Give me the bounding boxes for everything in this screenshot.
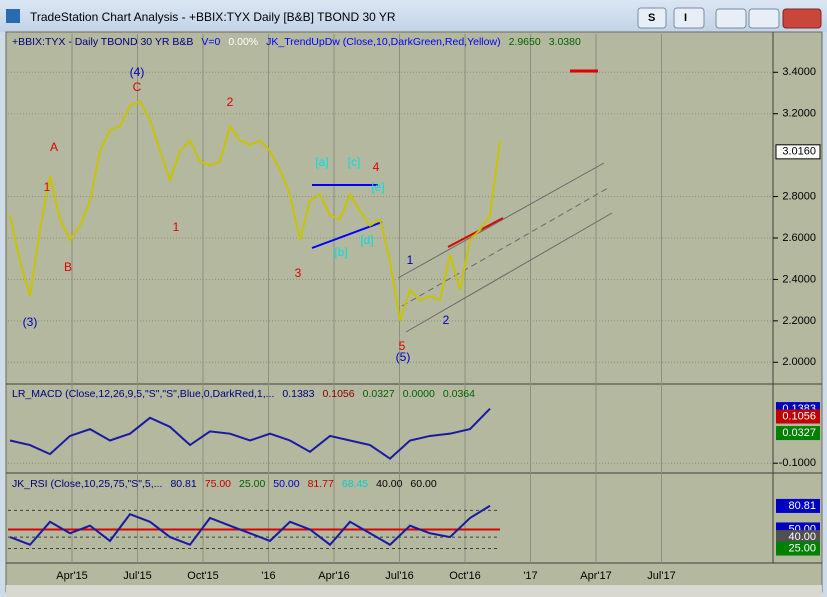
header-item: 40.00	[376, 478, 402, 490]
x-tick-label: Apr'15	[56, 570, 87, 582]
header-item: JK_RSI (Close,10,25,75,"S",5,...	[12, 478, 162, 490]
last-value-label: 3.0160	[782, 146, 816, 158]
wave-label: (4)	[130, 65, 145, 79]
value-box-label: 25.00	[788, 542, 816, 554]
last-value-box	[775, 144, 821, 160]
wave-label: B	[64, 260, 72, 274]
header-item: 3.0380	[549, 36, 581, 48]
header-item: 0.0327	[363, 388, 395, 400]
value-box-label: 80.81	[788, 500, 816, 512]
menu-button[interactable]	[673, 7, 705, 29]
value-box-label: 0.0327	[782, 427, 816, 439]
value-box-label: 0.1056	[782, 410, 816, 422]
series-line	[9, 100, 501, 322]
menu-button-label: S	[648, 12, 655, 24]
x-tick-label: '16	[261, 570, 275, 582]
wave-label: 1	[173, 220, 180, 234]
channel-line	[397, 162, 605, 279]
header-item: LR_MACD (Close,12,26,9,5,"S","S",Blue,0,…	[12, 388, 274, 400]
header-item: 2.9650	[509, 36, 541, 48]
close-button[interactable]	[782, 8, 822, 29]
x-tick-label: Jul'17	[647, 570, 675, 582]
header-item: 25.00	[239, 478, 265, 490]
y-tick-label: 2.4000	[782, 273, 816, 285]
series-line	[9, 504, 491, 547]
wave-label: C	[133, 80, 142, 94]
wave-label: (3)	[23, 315, 38, 329]
x-tick-label: Jul'16	[385, 570, 413, 582]
y-tick-label: 3.4000	[782, 66, 816, 78]
header-item: 0.00%	[228, 36, 258, 48]
wave-label: [a]	[315, 155, 328, 169]
header-item: 0.1383	[282, 388, 314, 400]
pane-header: +BBIX:TYX - Daily TBOND 30 YR B&B V=0 0.00…	[12, 36, 581, 48]
minimize-button[interactable]	[715, 8, 747, 29]
header-item: 81.77	[308, 478, 334, 490]
x-tick-label: '17	[523, 570, 537, 582]
y-tick-label: 2.0000	[782, 356, 816, 368]
value-box	[776, 409, 820, 424]
value-box	[776, 530, 820, 545]
wave-label: 2	[443, 313, 450, 327]
grid	[8, 34, 772, 563]
header-item: +BBIX:TYX - Daily TBOND 30 YR B&B	[12, 36, 193, 48]
x-tick-label: Jul'15	[123, 570, 151, 582]
wave-label: [d]	[360, 233, 373, 247]
wave-label: [e]	[371, 180, 384, 194]
wave-label: 3	[295, 266, 302, 280]
wave-label: A	[50, 140, 58, 154]
value-box	[776, 541, 820, 556]
header-item: 0.0000	[403, 388, 435, 400]
wave-label: [b]	[334, 245, 347, 259]
window-title: TradeStation Chart Analysis - +BBIX:TYX …	[30, 10, 396, 24]
value-box	[776, 498, 820, 513]
y-tick-label: -0.1000	[779, 457, 816, 469]
maximize-button[interactable]	[748, 8, 780, 29]
wave-label: 5	[399, 339, 406, 353]
header-item: 0.0364	[443, 388, 475, 400]
value-box-label: 40.00	[788, 531, 816, 543]
header-item: V=0	[201, 36, 220, 48]
y-tick-label: 2.2000	[782, 315, 816, 327]
plot	[9, 69, 613, 547]
y-tick-label: 3.2000	[782, 108, 816, 120]
wave-label: 2	[227, 95, 234, 109]
x-tick-label: Apr'17	[580, 570, 611, 582]
header-item: JK_TrendUpDw (Close,10,DarkGreen,Red,Yel…	[266, 36, 500, 48]
wave-label: (5)	[396, 350, 411, 364]
series-line	[9, 408, 491, 460]
wave-label: 1	[44, 180, 51, 194]
x-tick-label: Oct'16	[449, 570, 480, 582]
header-item: 0.1056	[322, 388, 354, 400]
y-tick-label: 2.8000	[782, 190, 816, 202]
header-item: 50.00	[273, 478, 299, 490]
header-item: 75.00	[205, 478, 231, 490]
wave-label: 4	[373, 160, 380, 174]
header-item: 80.81	[170, 478, 196, 490]
x-tick-label: Oct'15	[187, 570, 218, 582]
app-icon	[6, 9, 20, 23]
header-item: 68.45	[342, 478, 368, 490]
wave-label: 1	[407, 253, 414, 267]
chart-area	[5, 31, 823, 593]
y-tick-label: 2.6000	[782, 232, 816, 244]
pane-header: JK_RSI (Close,10,25,75,"S",5,... 80.81 75.…	[12, 478, 437, 490]
scrollbar[interactable]	[6, 585, 822, 597]
x-tick-label: Apr'16	[318, 570, 349, 582]
wave-label: [c]	[348, 155, 361, 169]
value-box	[776, 426, 820, 441]
header-item: 60.00	[410, 478, 436, 490]
channel-line	[405, 212, 613, 333]
trend-line	[447, 217, 504, 248]
menu-button-label: I	[684, 12, 687, 24]
menu-button[interactable]	[637, 7, 667, 29]
pane-header: LR_MACD (Close,12,26,9,5,"S","S",Blue,0,…	[12, 388, 475, 400]
